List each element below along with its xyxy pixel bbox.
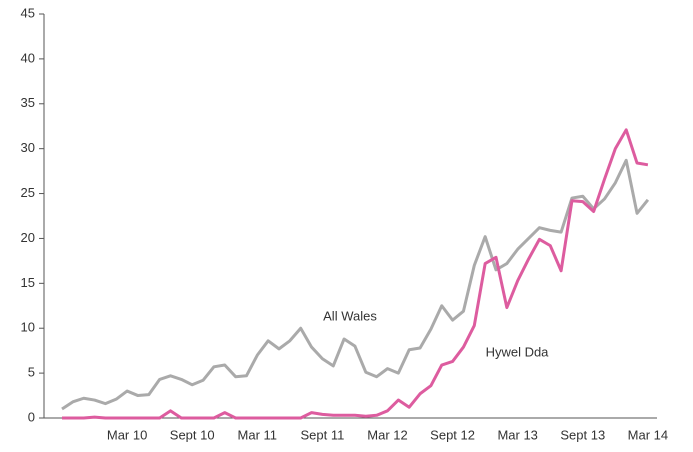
y-tick-label: 40 xyxy=(21,50,35,65)
y-tick-label: 15 xyxy=(21,275,35,290)
line-series xyxy=(62,128,649,420)
x-tick-label: Mar 11 xyxy=(238,427,278,442)
x-tick-label: Mar 10 xyxy=(107,427,147,442)
annotation: Hywel Dda xyxy=(486,344,550,359)
y-tick-label: 5 xyxy=(28,365,35,380)
annotation: All Wales xyxy=(323,308,377,323)
x-tick-label: Sept 11 xyxy=(300,427,344,442)
x-tick-label: Sept 10 xyxy=(170,427,215,442)
y-tick-label: 30 xyxy=(21,140,35,155)
y-tick-label: 35 xyxy=(21,95,35,110)
y-tick-label: 10 xyxy=(21,320,35,335)
x-tick-label: Mar 12 xyxy=(367,427,407,442)
x-tick-label: Mar 14 xyxy=(628,427,668,442)
y-tick-label: 0 xyxy=(28,409,35,424)
y-tick-label: 25 xyxy=(21,185,35,200)
y-tick-label: 45 xyxy=(21,5,35,20)
line-series xyxy=(61,158,650,411)
y-tick-label: 20 xyxy=(21,230,35,245)
x-tick-label: Mar 13 xyxy=(497,427,537,442)
x-tick-label: Sept 13 xyxy=(560,427,605,442)
x-tick-label: Sept 12 xyxy=(430,427,475,442)
